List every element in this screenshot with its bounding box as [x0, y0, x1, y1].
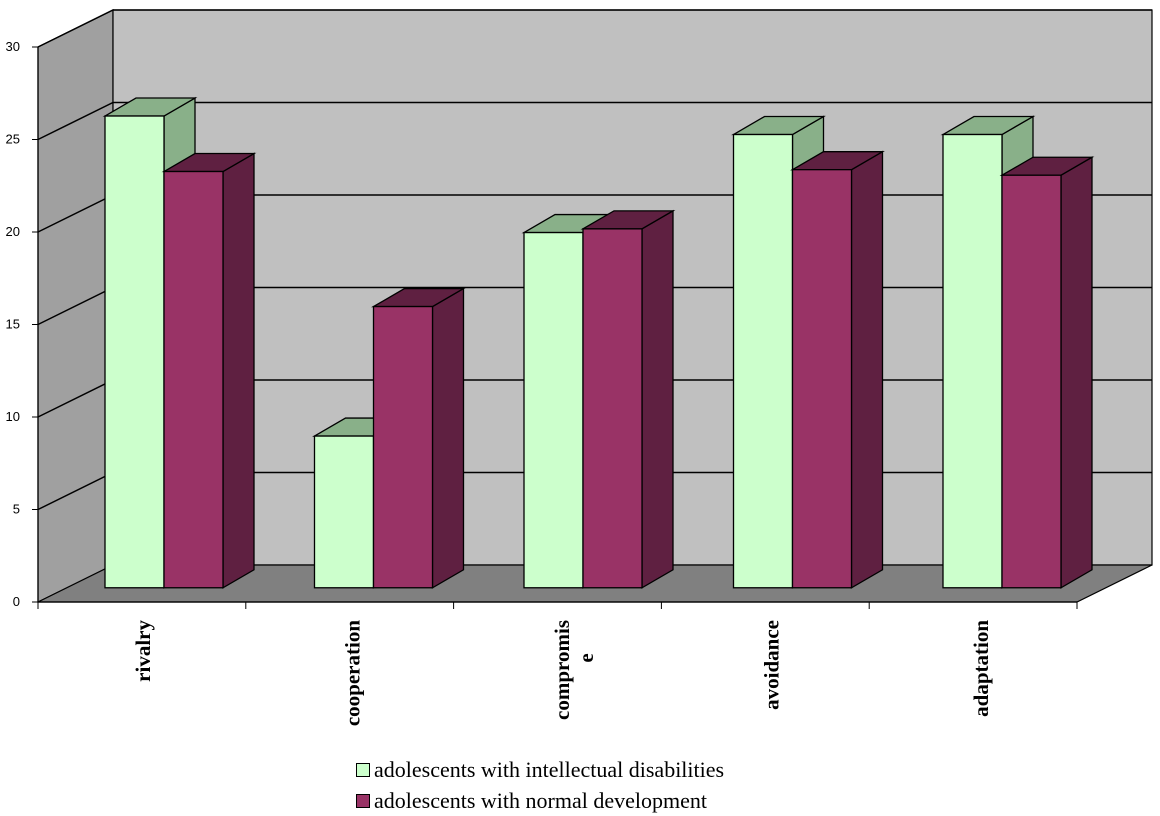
bar-front — [163, 170, 224, 589]
bars — [102, 96, 1095, 589]
x-tick-label-line: adaptation — [969, 620, 993, 717]
bar-front — [942, 133, 1003, 589]
bar-front — [372, 305, 434, 589]
x-tick-label-line: e — [574, 653, 598, 662]
bar-front — [523, 231, 584, 589]
legend-label-series-2: adolescents with normal development — [374, 787, 707, 813]
legend-label-series-1: adolescents with intellectual disabiliti… — [374, 756, 725, 782]
x-tick-labels: rivalry cooperation compromise avoidance ada… — [131, 620, 993, 727]
x-tick-label-adaptation: adaptation — [969, 620, 993, 717]
bar-front — [732, 133, 794, 589]
x-tick-label-line: cooperation — [341, 620, 365, 726]
y-tick-label: 5 — [13, 502, 20, 517]
bar-side — [222, 152, 255, 589]
bar-side — [1060, 156, 1093, 589]
y-tick-label: 20 — [6, 224, 20, 239]
bar-compromise-series-2 — [580, 209, 676, 589]
bar-side — [431, 287, 465, 589]
y-tick-label: 15 — [6, 317, 20, 332]
x-tick-label-compromise: compromise — [550, 620, 598, 720]
x-tick-label-avoidance: avoidance — [760, 620, 784, 710]
y-tick-label: 10 — [6, 409, 20, 424]
bar-avoidance-series-2 — [790, 150, 885, 589]
legend-item-series-1: adolescents with intellectual disabiliti… — [356, 754, 724, 785]
bar-side — [850, 150, 884, 589]
y-tick-label: 25 — [6, 132, 20, 147]
legend-swatch-series-1 — [356, 762, 370, 777]
y-tick-label: 0 — [13, 594, 20, 609]
bar-front — [313, 435, 375, 589]
bar-front — [1001, 174, 1062, 589]
bar-side — [641, 209, 674, 589]
bar-front — [791, 169, 853, 589]
legend: adolescents with intellectual disabiliti… — [356, 754, 724, 816]
legend-swatch-series-2 — [356, 793, 370, 808]
x-tick-label-line: compromis — [550, 620, 574, 720]
axes — [32, 46, 1078, 609]
bar-rivalry-series-2 — [161, 152, 257, 589]
y-tick-label: 30 — [6, 39, 20, 54]
x-tick-label-line: rivalry — [131, 620, 155, 682]
x-tick-label-rivalry: rivalry — [131, 620, 155, 682]
x-tick-label-cooperation: cooperation — [341, 620, 365, 726]
bar-adaptation-series-2 — [999, 156, 1095, 589]
gridline — [37, 101, 1152, 141]
legend-item-series-2: adolescents with normal development — [356, 785, 724, 816]
bar-front — [582, 228, 643, 589]
gridline — [37, 9, 1152, 48]
bar-front — [104, 115, 165, 589]
bar-cooperation-series-2 — [371, 287, 466, 589]
x-tick-label-line: avoidance — [760, 620, 784, 710]
y-tick-labels: 0 5 10 15 20 25 30 — [6, 39, 20, 609]
